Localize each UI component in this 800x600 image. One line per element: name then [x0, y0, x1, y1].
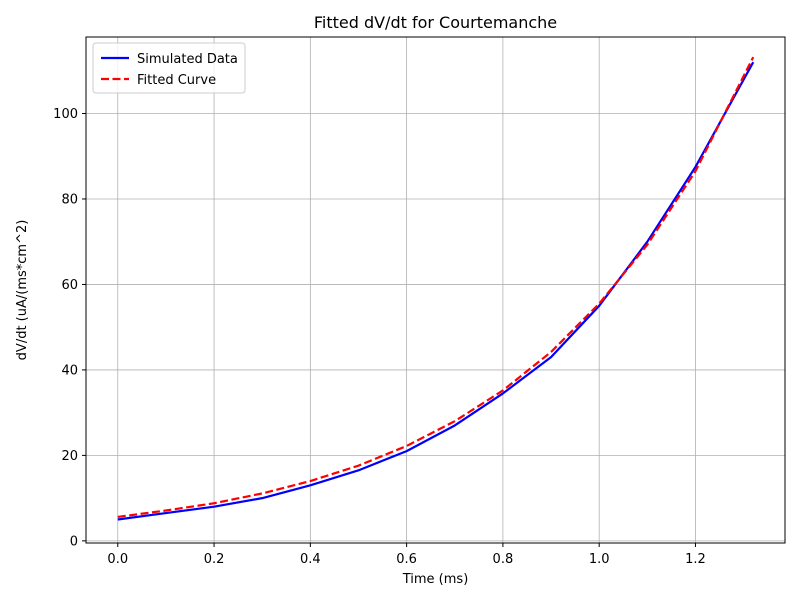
x-tick-label: 0.6: [396, 552, 417, 567]
legend-label: Fitted Curve: [137, 73, 216, 88]
legend-label: Simulated Data: [137, 52, 238, 67]
grid-layer: [86, 37, 785, 543]
y-tick-label: 100: [53, 107, 78, 122]
y-tick-label: 20: [61, 449, 78, 464]
series-line-1: [117, 56, 755, 519]
y-axis-label: dV/dt (uA/(ms*cm^2): [15, 220, 30, 361]
y-tick-label: 40: [61, 363, 78, 378]
series-layer: [117, 56, 755, 521]
chart-title: Fitted dV/dt for Courtemanche: [314, 13, 557, 32]
x-tick-label: 0.0: [107, 552, 128, 567]
x-axis-label: Time (ms): [402, 572, 469, 587]
x-tick-label: 1.2: [685, 552, 706, 567]
x-tick-label: 0.8: [493, 552, 514, 567]
series-line-0: [117, 61, 755, 521]
y-tick-label: 80: [61, 192, 78, 207]
plot-frame: [85, 36, 786, 544]
y-tick-label: 0: [70, 534, 78, 549]
legend-box: [92, 42, 246, 94]
x-tick-label: 0.4: [300, 552, 321, 567]
x-tick-label: 0.2: [204, 552, 225, 567]
tick-layer: 0.0 0.2 0.4 0.6 0.8 1.0 1.2 0 20 40 60 80 100: [53, 107, 706, 567]
y-tick-label: 60: [61, 278, 78, 293]
legend: Simulated Data Fitted Curve: [92, 42, 246, 94]
x-tick-label: 1.0: [589, 552, 610, 567]
